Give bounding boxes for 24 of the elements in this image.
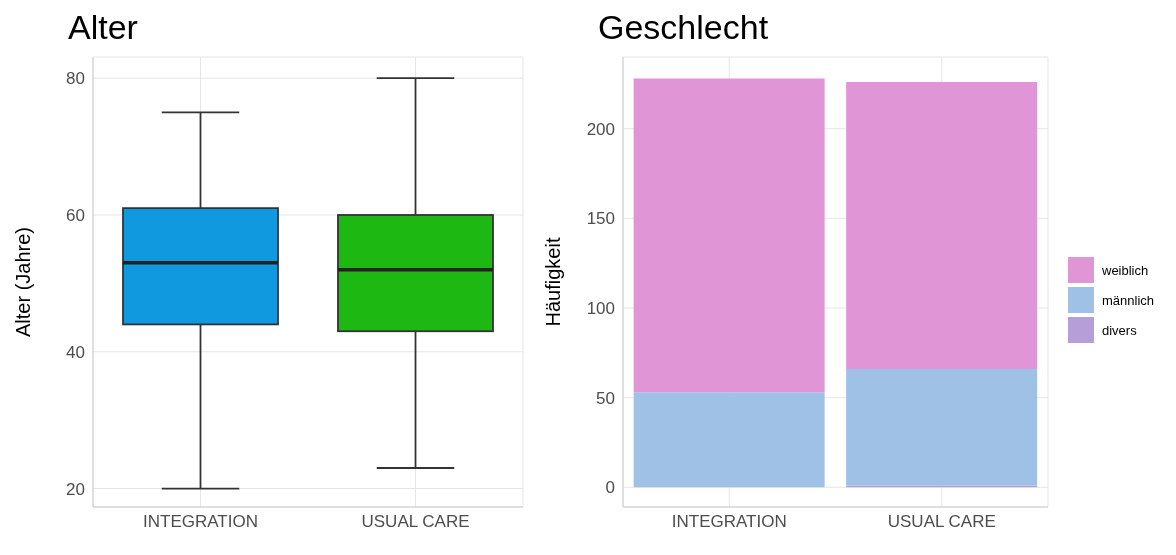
- bar: [846, 368, 1038, 486]
- x-tick-label: USUAL CARE: [361, 512, 470, 532]
- legend-label: divers: [1102, 322, 1137, 338]
- y-tick-label: 20: [66, 479, 85, 499]
- x-tick-label: INTEGRATION: [671, 512, 787, 532]
- y-tick-label: 0: [605, 478, 615, 498]
- bar: [633, 392, 825, 488]
- y-tick-label: 100: [586, 299, 615, 319]
- chart-title: Alter: [67, 8, 139, 48]
- y-tick-label: 80: [66, 69, 85, 89]
- x-tick-label: USUAL CARE: [887, 512, 996, 532]
- chart-title: Geschlecht: [597, 8, 770, 48]
- y-axis-title: Alter (Jahre): [12, 226, 35, 338]
- legend-label: weiblich: [1102, 262, 1149, 278]
- legend-label: männlich: [1102, 292, 1155, 308]
- y-axis-title: Häufigkeit: [542, 237, 565, 327]
- y-tick-label: 40: [66, 342, 85, 362]
- y-tick-label: 200: [586, 119, 615, 139]
- bar: [633, 78, 825, 393]
- bar: [846, 82, 1038, 369]
- y-tick-label: 150: [586, 209, 615, 229]
- y-tick-label: 60: [66, 206, 85, 226]
- x-tick-label: INTEGRATION: [143, 512, 258, 532]
- y-tick-label: 50: [596, 388, 615, 408]
